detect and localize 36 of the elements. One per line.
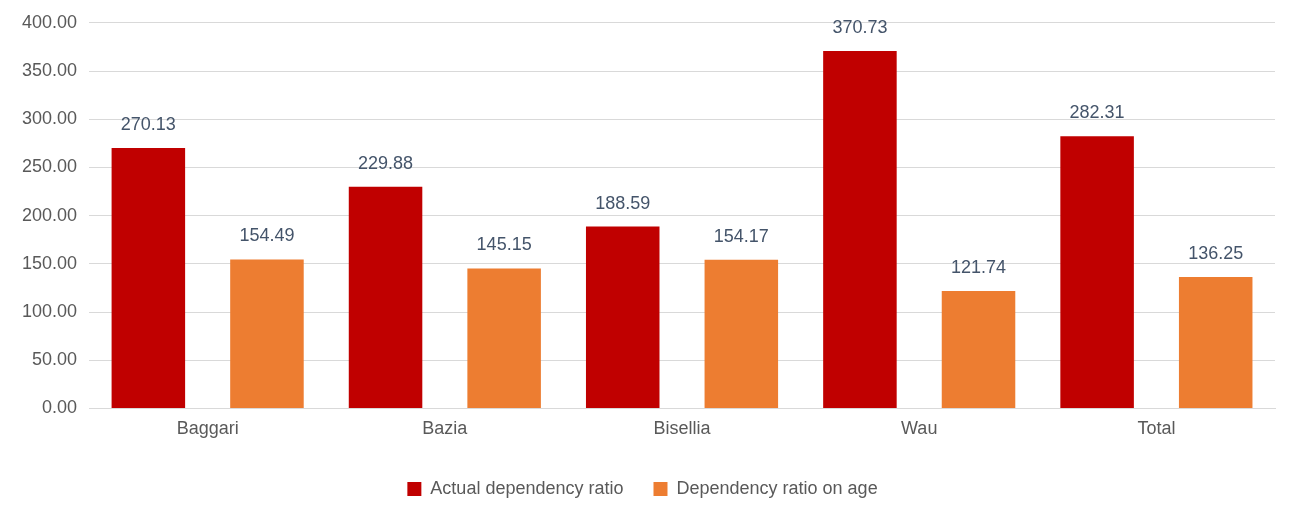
bar <box>585 226 660 408</box>
bar <box>823 51 897 408</box>
x-tick-label: Bazia <box>422 418 469 439</box>
y-tick-label: 250.00 <box>21 156 78 177</box>
data-label: 154.49 <box>239 225 295 246</box>
y-tick-label: 300.00 <box>21 108 78 129</box>
bar <box>1178 277 1253 408</box>
data-label: 282.31 <box>1069 102 1125 123</box>
legend-label: Dependency ratio on age <box>676 477 878 498</box>
y-tick-label: 350.00 <box>21 59 78 80</box>
data-label: 188.59 <box>595 192 651 213</box>
bar <box>941 291 1016 408</box>
data-label: 229.88 <box>358 152 414 173</box>
data-label: 136.25 <box>1188 243 1244 264</box>
bar <box>1060 136 1134 408</box>
y-tick-label: 400.00 <box>21 11 78 32</box>
data-label: 270.13 <box>120 113 176 134</box>
bar <box>348 186 423 408</box>
data-label: 121.74 <box>950 257 1007 278</box>
x-tick-label: Baggari <box>176 418 239 439</box>
y-tick-label: 200.00 <box>21 204 78 225</box>
x-tick-label: Wau <box>901 418 938 439</box>
x-tick-label: Total <box>1137 418 1176 439</box>
bar <box>467 268 541 408</box>
data-label: 370.73 <box>832 16 888 37</box>
bar <box>704 259 779 408</box>
data-label: 154.17 <box>713 225 769 246</box>
bar <box>230 259 304 408</box>
y-tick-label: 100.00 <box>21 300 78 321</box>
y-tick-label: 50.00 <box>32 349 78 370</box>
y-tick-label: 150.00 <box>21 252 78 273</box>
legend-label: Actual dependency ratio <box>430 477 624 498</box>
x-tick-label: Bisellia <box>653 418 712 439</box>
y-tick-label: 0.00 <box>42 397 78 418</box>
data-label: 145.15 <box>476 234 532 255</box>
bar <box>111 148 186 408</box>
